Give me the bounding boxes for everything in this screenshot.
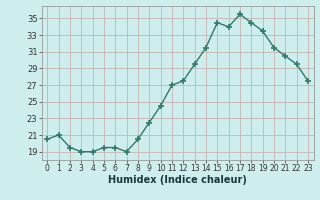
X-axis label: Humidex (Indice chaleur): Humidex (Indice chaleur) [108,175,247,185]
